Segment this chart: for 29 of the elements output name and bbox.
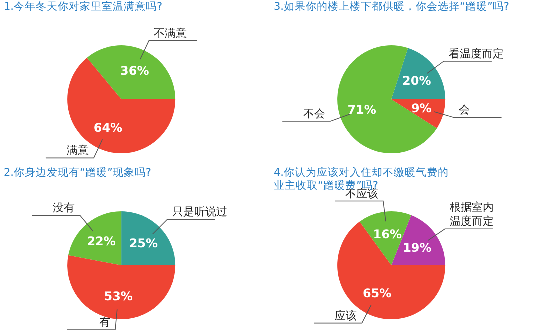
- pie-slice: [87, 46, 176, 100]
- slice-label: 应该: [335, 309, 358, 322]
- data-label: 19%: [403, 240, 432, 255]
- slice-label: 不会: [304, 108, 326, 121]
- slice-label: 只是听说过: [172, 206, 228, 219]
- slice-label: 不满意: [154, 26, 188, 40]
- data-label: 53%: [104, 290, 133, 304]
- pie-slice: [68, 212, 122, 266]
- slice-label: 根据室内温度而定: [450, 201, 494, 228]
- data-label: 64%: [94, 120, 123, 135]
- data-label: 71%: [348, 103, 376, 118]
- data-label: 16%: [373, 227, 402, 242]
- pie-slice: [392, 48, 446, 100]
- data-label: 9%: [411, 101, 432, 116]
- data-label: 65%: [362, 286, 392, 300]
- pie-slice: [338, 46, 438, 154]
- data-label: 25%: [129, 236, 158, 250]
- chart-title: 1.今年冬天你对家里室温满意吗?: [3, 0, 164, 15]
- slice-label: 会: [458, 104, 470, 117]
- chart-title: 3.如果你的楼上楼下都供暖，你会选择“蹭暖”吗?: [273, 0, 510, 15]
- slice-label: 满意: [66, 144, 89, 158]
- pie-slice: [68, 58, 176, 154]
- data-label: 22%: [87, 234, 116, 248]
- data-label: 20%: [402, 74, 432, 88]
- data-label: 36%: [120, 64, 150, 78]
- chart-title: 2.你身边发现有“蹭暖”现象吗?: [3, 166, 152, 181]
- slice-label: 看温度而定: [448, 47, 504, 60]
- slice-label: 没有: [53, 202, 76, 215]
- slice-label: 有: [99, 317, 110, 330]
